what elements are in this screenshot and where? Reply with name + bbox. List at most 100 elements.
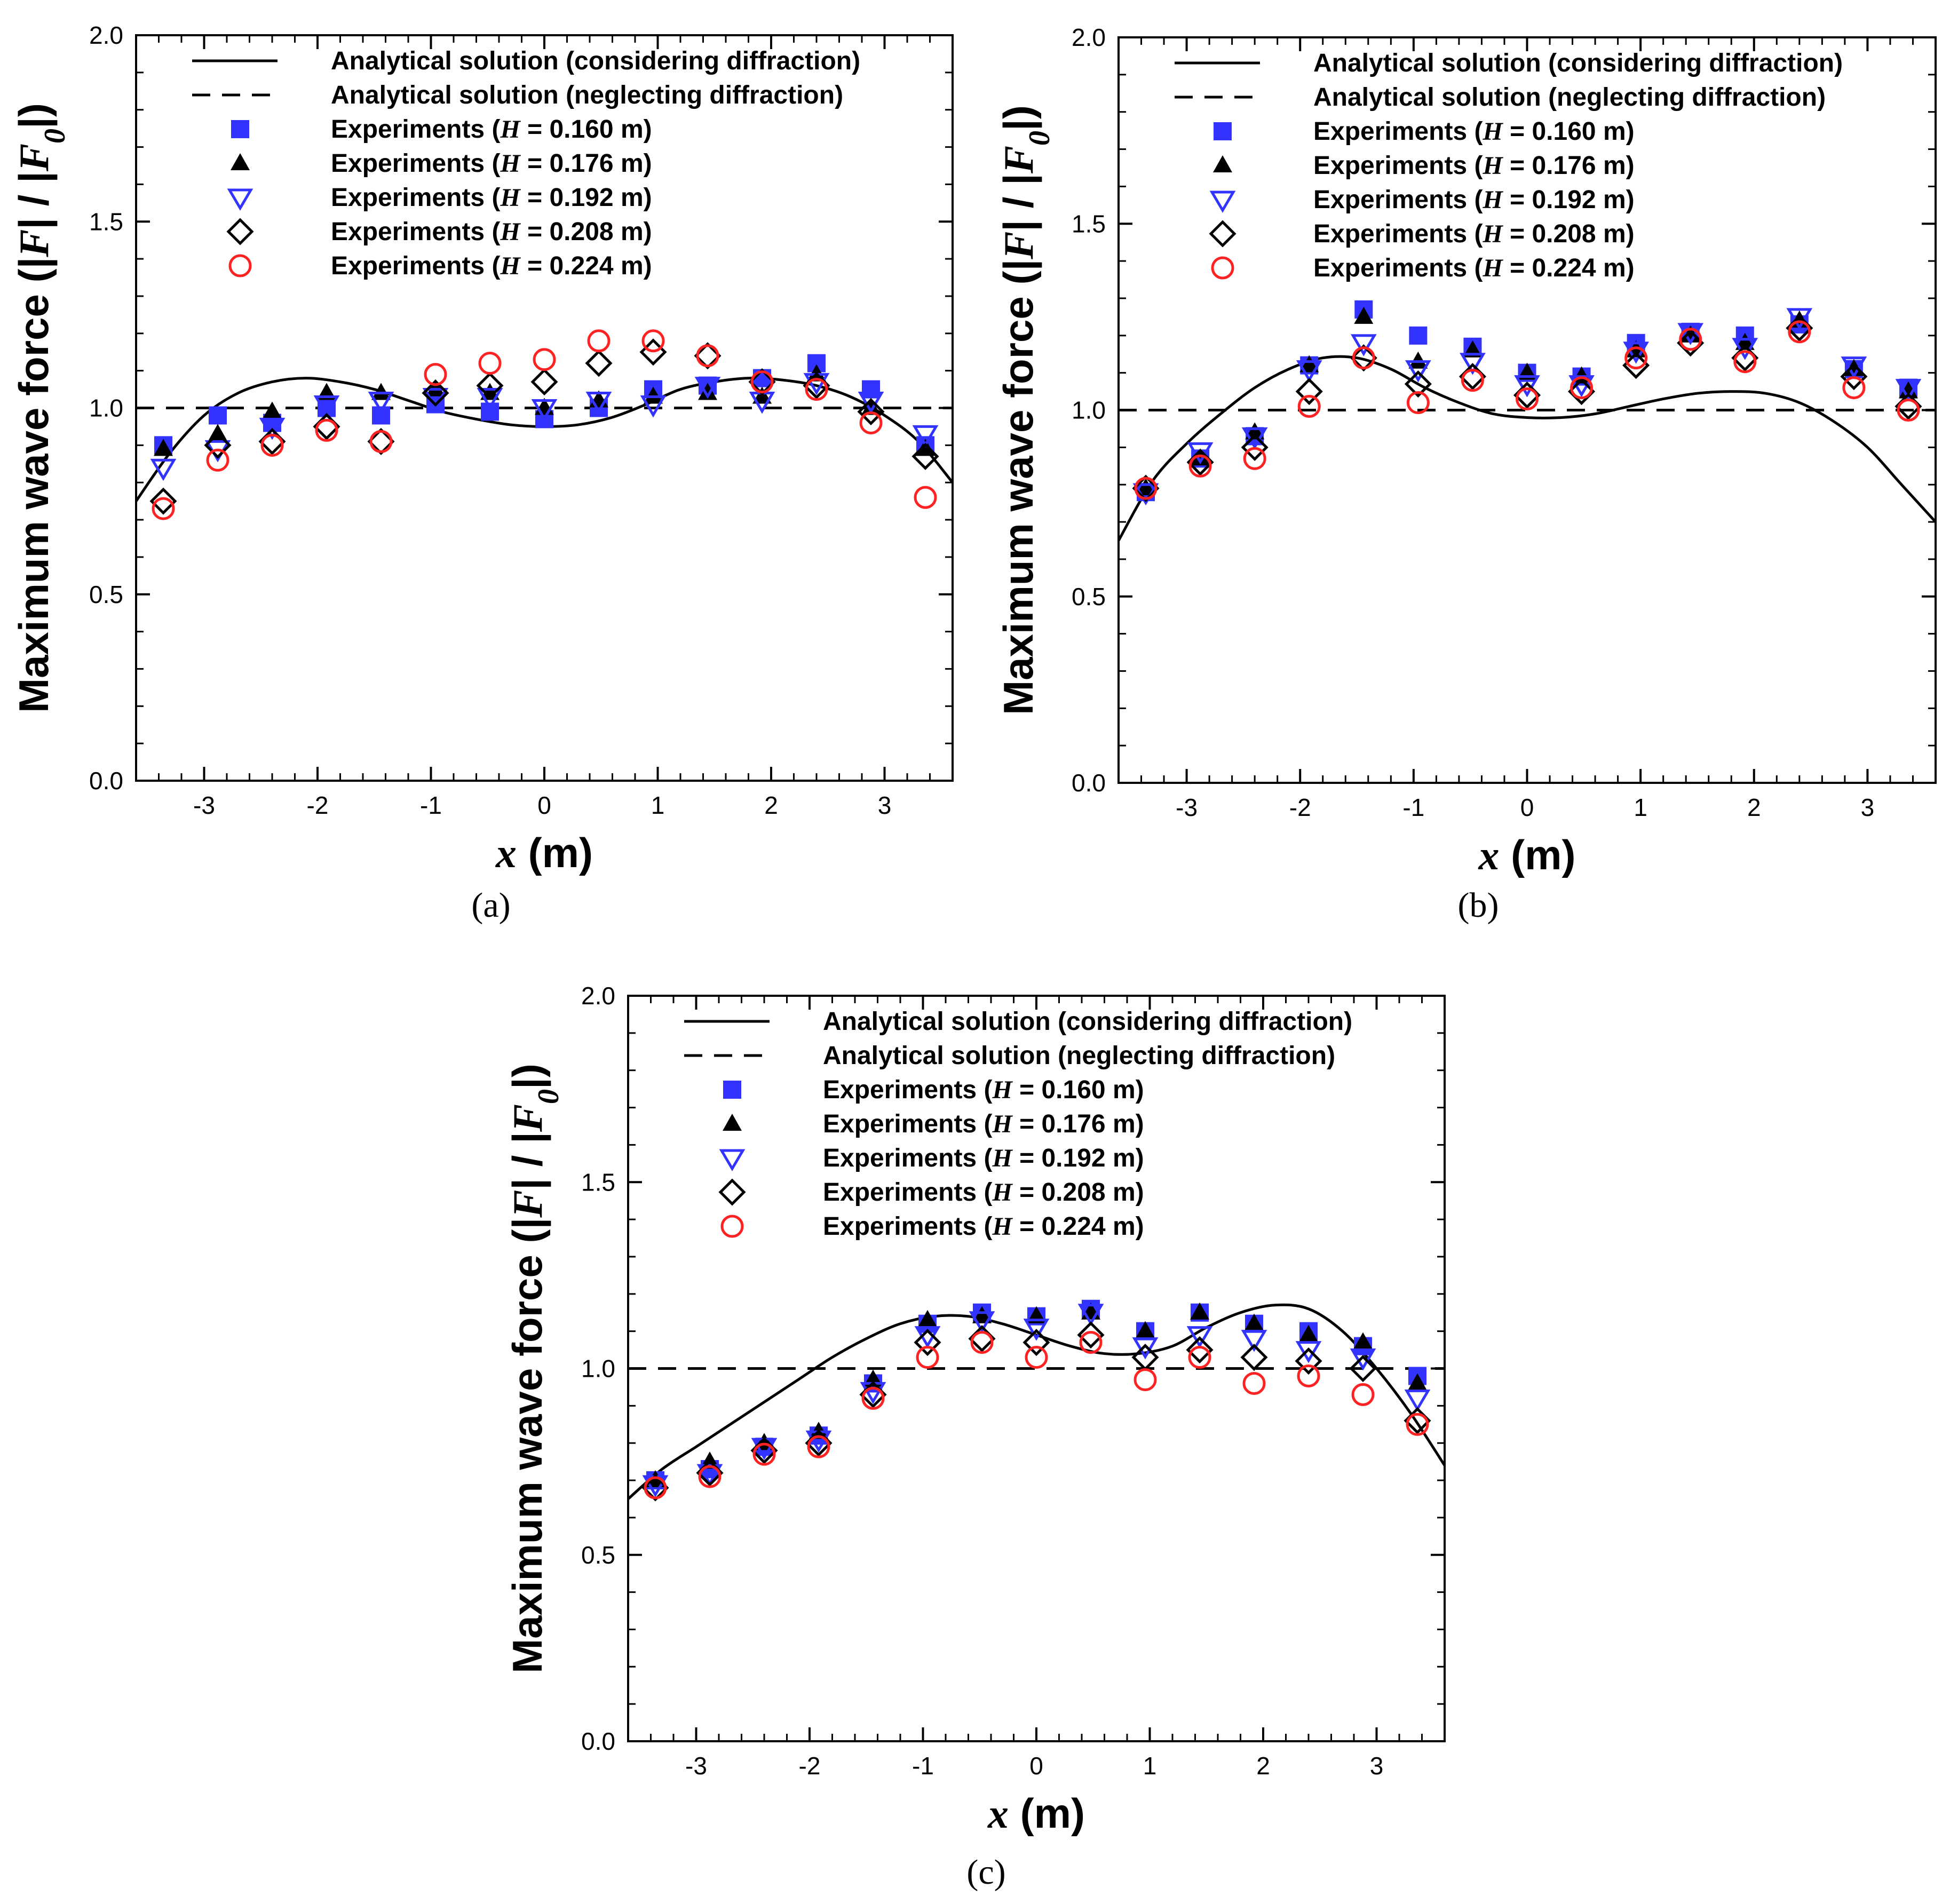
data-point-diamond <box>1240 1344 1268 1371</box>
data-point-triangle-down <box>1077 1304 1104 1326</box>
legend-label: Experiments (H = 0.176 m) <box>331 149 652 178</box>
data-point-circle <box>970 1331 994 1354</box>
legend-label: Experiments (H = 0.224 m) <box>1313 254 1635 282</box>
legend-marker-circle <box>228 254 252 277</box>
analytical-curve-considering-diffraction <box>1119 355 1936 542</box>
data-point-triangle-up <box>916 439 935 456</box>
data-point-diamond <box>1132 474 1160 502</box>
y-tick-label: 0.5 <box>581 1541 615 1569</box>
x-tick-label: 3 <box>1861 794 1875 821</box>
analytical-curve-considering-diffraction <box>136 377 953 502</box>
data-point-triangle-down <box>858 392 884 414</box>
data-point-circle <box>1079 1331 1103 1354</box>
legend-label: Experiments (H = 0.160 m) <box>331 115 652 144</box>
data-point-triangle-down <box>1732 338 1758 360</box>
legend-label: Analytical solution (neglecting diffract… <box>331 81 843 109</box>
data-point-triangle-up <box>1354 306 1374 324</box>
data-point-triangle-down <box>1786 308 1813 330</box>
legend: Analytical solution (considering diffrac… <box>192 47 860 280</box>
legend-label: Analytical solution (neglecting diffract… <box>823 1042 1335 1070</box>
data-point-triangle-down <box>640 395 667 418</box>
data-point-circle <box>260 433 284 457</box>
data-point-circle <box>1133 1368 1157 1391</box>
legend-label: Analytical solution (considering diffrac… <box>1313 49 1843 77</box>
y-tick-label: 1.5 <box>1072 210 1106 237</box>
data-point-triangle-down <box>1895 379 1922 401</box>
panel-caption: (c) <box>966 1853 1005 1892</box>
data-point-triangle-down <box>1295 1341 1322 1363</box>
x-tick-label: -2 <box>307 791 329 819</box>
x-axis-label: x (m) <box>495 829 593 876</box>
data-point-circle <box>478 352 502 375</box>
data-point-circle <box>1406 1413 1429 1436</box>
y-tick-label: 1.5 <box>89 208 123 235</box>
chart-panel-a: 0.0 0.5 1.0 1.5 2.0 -3 -2 -1 0 1 2 3 x (m) Maximum wa… <box>10 21 954 925</box>
data-point-circle <box>152 497 175 520</box>
data-point-diamond <box>1840 363 1868 391</box>
data-point-diamond <box>1404 370 1432 398</box>
data-point-circle <box>1406 391 1430 415</box>
legend-marker-diamond <box>226 218 254 245</box>
chart-panel-c: 0.0 0.5 1.0 1.5 2.0 -3 -2 -1 0 1 2 3 x (m) Maximum wa… <box>504 982 1446 1892</box>
legend-label: Experiments (H = 0.208 m) <box>823 1178 1144 1207</box>
y-tick-label: 0.0 <box>1072 769 1106 797</box>
data-point-triangle-up <box>1353 1332 1373 1350</box>
data-point-triangle-up <box>1898 381 1918 399</box>
y-axis-label: Maximum wave force (|F| / |F0|) <box>995 105 1056 715</box>
data-point-triangle-down <box>313 395 340 418</box>
data-point-circle <box>1297 395 1321 418</box>
data-point-circle <box>644 1476 667 1500</box>
data-point-triangle-down <box>694 377 721 399</box>
data-point-triangle-down <box>531 399 558 422</box>
data-point-triangle-down <box>1460 353 1486 375</box>
x-tick-label: 2 <box>764 791 778 819</box>
y-axis-label: Maximum wave force (|F| / |F0|) <box>504 1064 565 1673</box>
legend-label: Experiments (H = 0.176 m) <box>1313 152 1635 180</box>
legend-label: Experiments (H = 0.176 m) <box>823 1110 1144 1138</box>
data-point-circle <box>206 448 229 472</box>
data-point-circle <box>1243 447 1266 470</box>
data-point-triangle-up <box>1299 1324 1318 1342</box>
legend-label: Analytical solution (considering diffrac… <box>823 1007 1352 1036</box>
x-tick-label: -2 <box>1289 794 1311 821</box>
data-point-circle <box>424 363 447 386</box>
data-point-triangle-down <box>1405 360 1431 383</box>
legend-label: Experiments (H = 0.224 m) <box>823 1212 1144 1241</box>
y-tick-label: 0.0 <box>89 767 123 795</box>
data-point-triangle-down <box>1350 334 1377 356</box>
legend-marker-square <box>231 120 249 138</box>
data-point-circle <box>369 430 393 453</box>
data-point-triangle-down <box>1023 1319 1050 1341</box>
data-point-triangle-up <box>861 398 881 415</box>
x-tick-label: 0 <box>1029 1752 1043 1780</box>
data-point-triangle-down <box>1186 1326 1213 1348</box>
x-tick-label: -3 <box>685 1752 707 1780</box>
data-point-diamond <box>748 368 776 396</box>
x-tick-label: 2 <box>1256 1752 1270 1780</box>
data-point-triangle-down <box>1350 1348 1376 1371</box>
legend-label: Experiments (H = 0.160 m) <box>1313 117 1635 146</box>
data-point-diamond <box>476 372 504 400</box>
data-point-circle <box>1297 1364 1320 1387</box>
data-point-circle <box>1733 350 1757 374</box>
data-point-triangle-up <box>1844 359 1864 376</box>
data-point-diamond <box>857 398 885 426</box>
data-point-triangle-up <box>1136 478 1156 496</box>
data-point-square <box>209 406 227 425</box>
data-point-diamond <box>149 487 177 515</box>
data-point-circle <box>1025 1346 1048 1369</box>
legend-label: Experiments (H = 0.192 m) <box>1313 186 1635 214</box>
x-tick-label: -3 <box>193 791 215 819</box>
data-point-triangle-down <box>1404 1389 1431 1412</box>
data-point-triangle-down <box>969 1311 995 1334</box>
data-point-diamond <box>641 1474 669 1502</box>
data-point-circle <box>1461 369 1484 392</box>
y-tick-label: 1.5 <box>581 1168 615 1196</box>
data-point-circle <box>698 1465 722 1488</box>
legend-label: Experiments (H = 0.208 m) <box>1313 220 1635 248</box>
x-tick-label: -1 <box>420 791 442 819</box>
x-axis-label: x (m) <box>987 1790 1085 1837</box>
data-point-triangle-down <box>477 388 503 410</box>
legend-marker-triangle-up <box>231 153 250 170</box>
data-point-triangle-up <box>972 1306 992 1323</box>
